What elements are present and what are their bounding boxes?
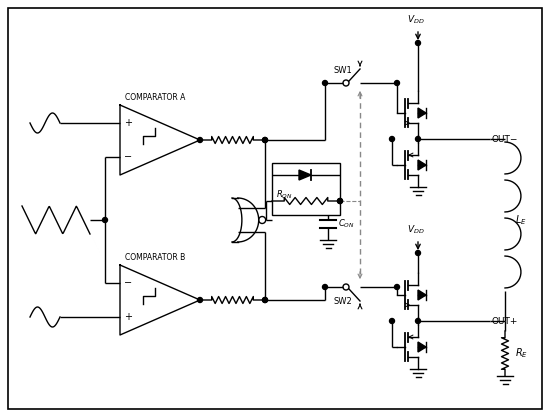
Circle shape <box>415 136 421 141</box>
Circle shape <box>394 284 399 289</box>
Circle shape <box>262 297 267 302</box>
Text: −: − <box>124 278 132 288</box>
Circle shape <box>389 136 394 141</box>
Text: $C_{ON}$: $C_{ON}$ <box>338 218 355 230</box>
Text: OUT+: OUT+ <box>492 317 518 326</box>
Text: $V_{DD}$: $V_{DD}$ <box>407 224 425 236</box>
Circle shape <box>197 138 202 143</box>
Text: +: + <box>124 118 132 128</box>
Polygon shape <box>299 170 311 180</box>
Circle shape <box>262 138 267 143</box>
Text: SW2: SW2 <box>333 297 352 306</box>
Circle shape <box>322 284 327 289</box>
Circle shape <box>338 198 343 203</box>
Circle shape <box>262 297 267 302</box>
Text: $R_{ON}$: $R_{ON}$ <box>276 188 293 201</box>
Text: $V_{DD}$: $V_{DD}$ <box>407 13 425 26</box>
Bar <box>272 163 340 215</box>
Circle shape <box>394 80 399 85</box>
Polygon shape <box>418 108 426 118</box>
Circle shape <box>322 80 327 85</box>
Text: COMPARATOR A: COMPARATOR A <box>125 93 185 101</box>
Polygon shape <box>418 290 426 300</box>
Polygon shape <box>418 342 426 352</box>
Text: $R_E$: $R_E$ <box>515 347 528 360</box>
Circle shape <box>415 251 421 256</box>
Text: SW1: SW1 <box>333 66 352 75</box>
Text: $L_E$: $L_E$ <box>515 213 527 227</box>
Circle shape <box>262 138 267 143</box>
Text: COMPARATOR B: COMPARATOR B <box>125 253 185 261</box>
Circle shape <box>389 319 394 324</box>
Circle shape <box>102 218 107 223</box>
Text: −: − <box>124 152 132 162</box>
Circle shape <box>415 40 421 45</box>
Text: +: + <box>124 312 132 322</box>
Polygon shape <box>418 160 426 170</box>
Circle shape <box>197 297 202 302</box>
Circle shape <box>338 198 343 203</box>
Circle shape <box>415 319 421 324</box>
Text: OUT−: OUT− <box>492 135 518 143</box>
